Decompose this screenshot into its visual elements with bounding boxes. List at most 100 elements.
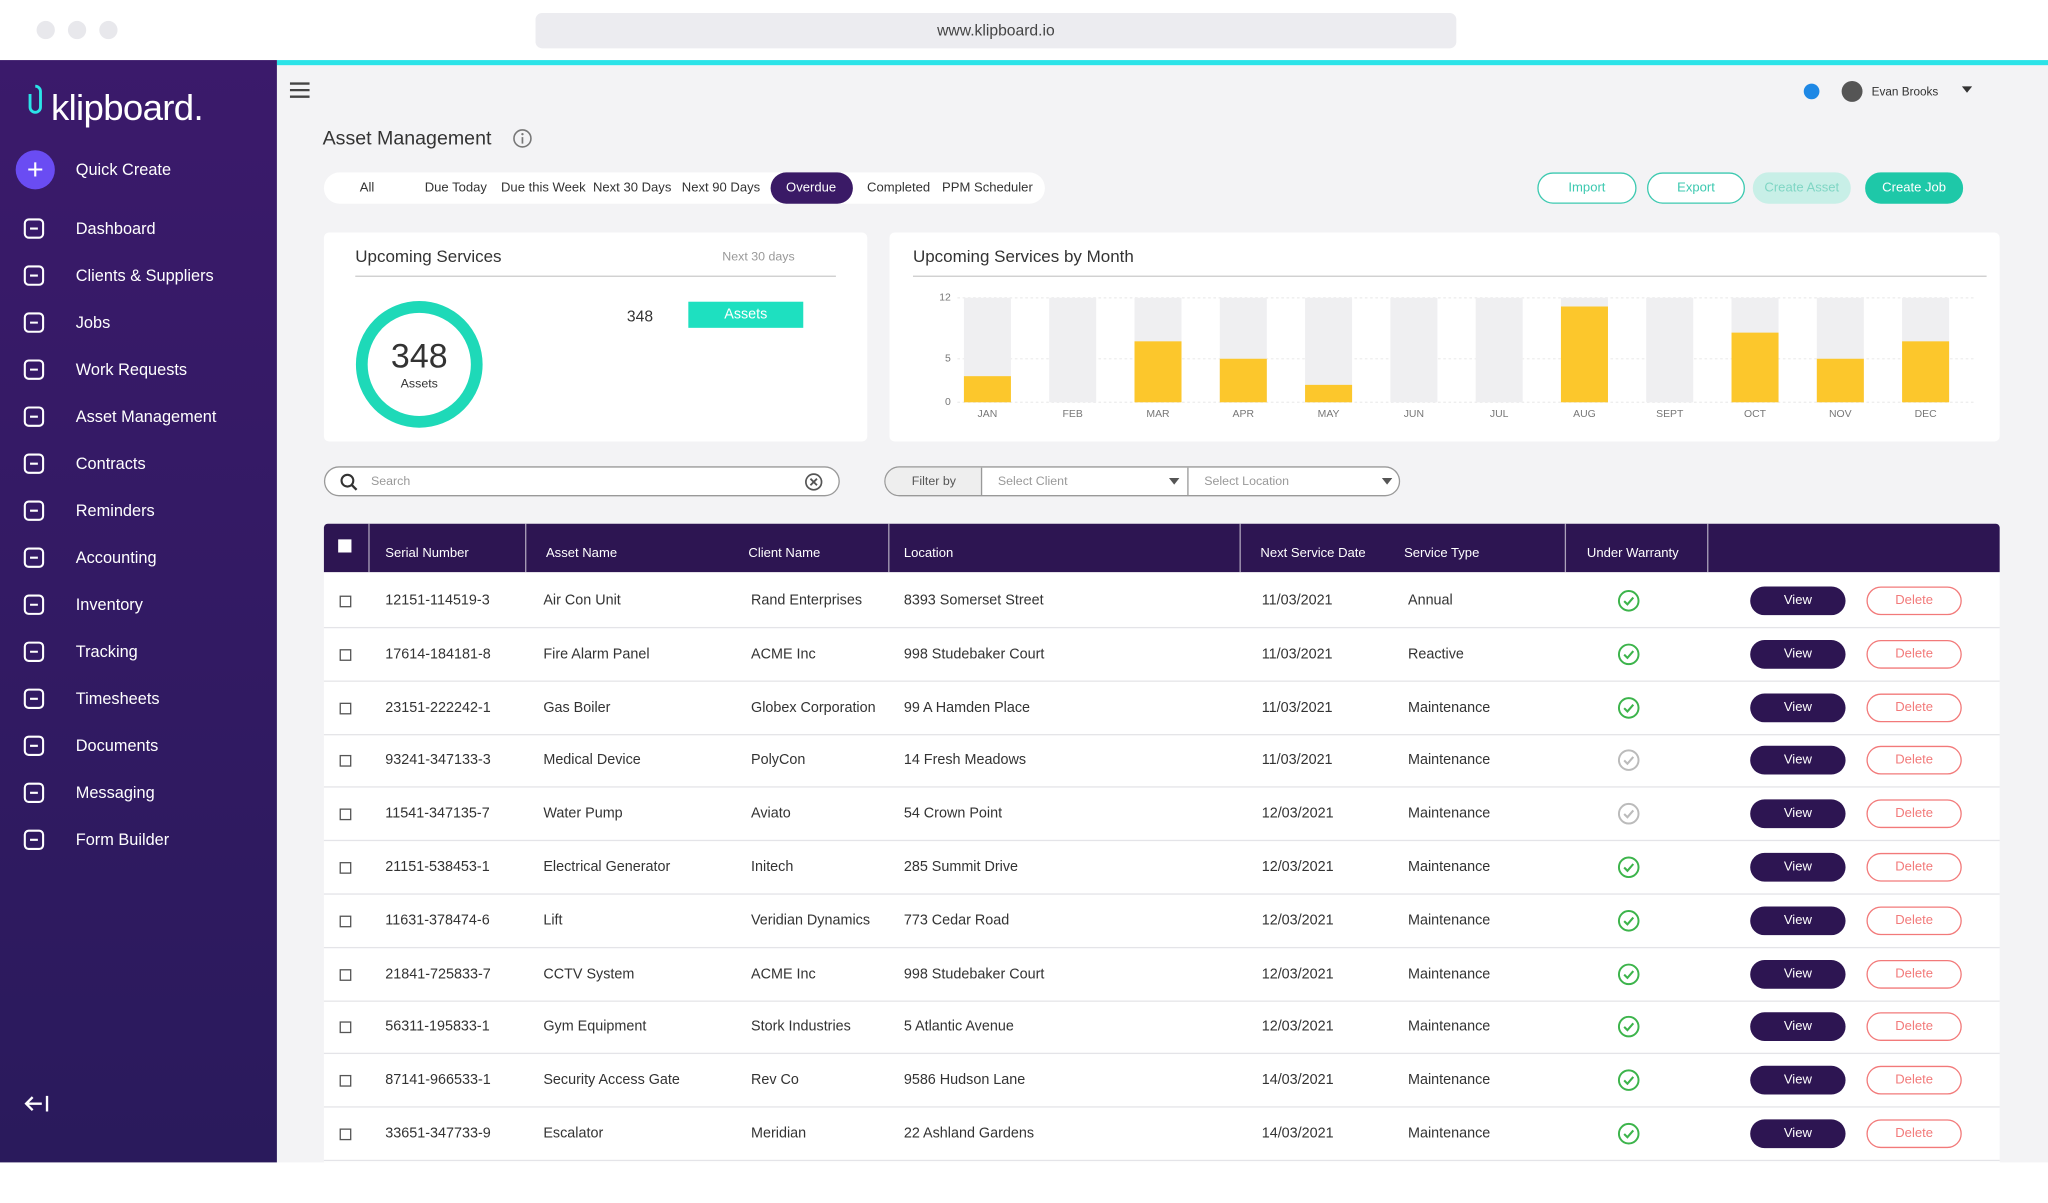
cell: 12/03/2021 bbox=[1261, 912, 1334, 929]
user-name[interactable]: Evan Brooks bbox=[1871, 84, 1939, 98]
search-box[interactable]: Search bbox=[323, 466, 840, 497]
menu-item[interactable]: Clients & Suppliers bbox=[13, 259, 268, 293]
menu-item[interactable]: Inventory bbox=[13, 588, 268, 622]
clear-icon[interactable] bbox=[805, 473, 823, 491]
tab[interactable]: Due Today bbox=[424, 180, 487, 196]
warranty-icon bbox=[1617, 803, 1640, 825]
row-checkbox[interactable] bbox=[339, 1021, 352, 1034]
view-button[interactable]: View bbox=[1750, 906, 1846, 935]
row-checkbox[interactable] bbox=[339, 1075, 352, 1087]
menu-item[interactable]: Form Builder bbox=[13, 823, 268, 857]
tab[interactable]: Next 30 Days bbox=[592, 180, 672, 196]
delete-button[interactable]: Delete bbox=[1866, 639, 1962, 669]
row-checkbox[interactable] bbox=[339, 915, 352, 928]
menu-item[interactable]: Asset Management bbox=[13, 400, 268, 434]
table-row: 56311-195833-1 Gym Equipment Stork Industr… bbox=[323, 1001, 2000, 1055]
delete-button[interactable]: Delete bbox=[1866, 906, 1962, 935]
column-header[interactable]: Client Name bbox=[748, 546, 821, 561]
delete-button[interactable]: Delete bbox=[1866, 1119, 1962, 1149]
column-header[interactable]: Service Type bbox=[1404, 546, 1480, 561]
menu-icon bbox=[23, 688, 45, 709]
menu-toggle[interactable] bbox=[289, 81, 311, 99]
header-divider bbox=[888, 523, 890, 573]
select-client[interactable]: Select Client bbox=[982, 467, 1189, 496]
delete-button[interactable]: Delete bbox=[1866, 959, 1962, 989]
collapse-icon[interactable] bbox=[24, 1093, 50, 1114]
menu-item[interactable]: Dashboard bbox=[13, 212, 268, 246]
menu-item[interactable]: Accounting bbox=[13, 541, 268, 575]
select-location[interactable]: Select Location bbox=[1189, 468, 1399, 495]
tab[interactable]: Next 90 Days bbox=[681, 180, 761, 196]
action-button[interactable]: Create Job bbox=[1865, 172, 1964, 204]
delete-button[interactable]: Delete bbox=[1866, 693, 1962, 722]
view-button[interactable]: View bbox=[1750, 1119, 1846, 1149]
cell: Rand Enterprises bbox=[751, 592, 863, 609]
tab[interactable]: Due this Week bbox=[500, 180, 586, 196]
menu-item[interactable]: Reminders bbox=[13, 494, 268, 528]
tab[interactable]: PPM Scheduler bbox=[942, 180, 1033, 196]
row-checkbox[interactable] bbox=[339, 755, 352, 768]
action-button[interactable]: Import bbox=[1537, 172, 1637, 204]
delete-button[interactable]: Delete bbox=[1866, 852, 1962, 882]
view-button[interactable]: View bbox=[1750, 852, 1846, 882]
quick-create-label: Quick Create bbox=[75, 160, 172, 179]
notification-dot[interactable] bbox=[1803, 83, 1820, 100]
view-button[interactable]: View bbox=[1750, 1012, 1846, 1042]
menu-item[interactable]: Work Requests bbox=[13, 353, 268, 387]
column-header[interactable]: Location bbox=[903, 546, 954, 561]
avatar[interactable] bbox=[1841, 80, 1863, 102]
tab[interactable]: All bbox=[359, 180, 375, 196]
menu-item[interactable]: Jobs bbox=[13, 306, 268, 340]
row-checkbox[interactable] bbox=[339, 862, 352, 874]
quick-create[interactable]: + Quick Create bbox=[15, 150, 264, 190]
address-bar[interactable]: www.klipboard.io bbox=[535, 13, 1457, 49]
row-checkbox[interactable] bbox=[339, 1128, 352, 1141]
action-button[interactable]: Export bbox=[1647, 172, 1745, 204]
cell: 9586 Hudson Lane bbox=[903, 1072, 1026, 1089]
tab-active[interactable]: Overdue bbox=[786, 180, 837, 196]
x-tick-label: FEB bbox=[1063, 409, 1083, 420]
column-header[interactable]: Under Warranty bbox=[1586, 546, 1679, 561]
cell: CCTV System bbox=[543, 965, 635, 982]
column-header[interactable]: Serial Number bbox=[385, 546, 469, 561]
delete-button[interactable]: Delete bbox=[1866, 746, 1962, 776]
row-checkbox[interactable] bbox=[339, 595, 352, 608]
action-label: Create Asset bbox=[1764, 180, 1840, 196]
view-label: View bbox=[1783, 913, 1812, 928]
x-tick-label: NOV bbox=[1829, 409, 1852, 420]
menu-item[interactable]: Contracts bbox=[13, 447, 268, 481]
cell: 11/03/2021 bbox=[1261, 592, 1333, 609]
row-checkbox[interactable] bbox=[339, 648, 352, 661]
row-checkbox[interactable] bbox=[339, 702, 352, 714]
row-checkbox[interactable] bbox=[339, 808, 352, 821]
column-header[interactable]: Next Service Date bbox=[1260, 546, 1366, 561]
view-button[interactable]: View bbox=[1750, 586, 1846, 616]
cell: Lift bbox=[543, 912, 563, 929]
menu-item[interactable]: Messaging bbox=[13, 776, 268, 810]
tab[interactable]: Completed bbox=[867, 180, 931, 196]
delete-button[interactable]: Delete bbox=[1866, 1066, 1962, 1095]
delete-button[interactable]: Delete bbox=[1866, 586, 1962, 616]
delete-button[interactable]: Delete bbox=[1866, 799, 1962, 829]
menu-label: Timesheets bbox=[75, 689, 160, 708]
view-button[interactable]: View bbox=[1750, 799, 1846, 829]
bottom-fill bbox=[0, 1162, 2048, 1203]
view-button[interactable]: View bbox=[1750, 959, 1846, 989]
row-checkbox[interactable] bbox=[339, 968, 352, 981]
view-button[interactable]: View bbox=[1750, 1066, 1846, 1095]
action-button[interactable]: Create Asset bbox=[1752, 172, 1851, 204]
header-divider bbox=[525, 523, 527, 573]
column-header[interactable]: Asset Name bbox=[545, 546, 618, 561]
view-button[interactable]: View bbox=[1750, 746, 1846, 776]
menu-item[interactable]: Documents bbox=[13, 729, 268, 763]
select-all-checkbox[interactable] bbox=[338, 539, 352, 553]
menu-item[interactable]: Timesheets bbox=[13, 682, 268, 716]
cell: Reactive bbox=[1407, 646, 1464, 662]
view-button[interactable]: View bbox=[1750, 639, 1846, 669]
menu-item[interactable]: Tracking bbox=[13, 635, 268, 669]
delete-button[interactable]: Delete bbox=[1866, 1012, 1962, 1042]
cell: Maintenance bbox=[1407, 806, 1491, 822]
view-button[interactable]: View bbox=[1750, 693, 1846, 722]
cell: Veridian Dynamics bbox=[751, 912, 870, 929]
cell: Water Pump bbox=[543, 806, 623, 822]
